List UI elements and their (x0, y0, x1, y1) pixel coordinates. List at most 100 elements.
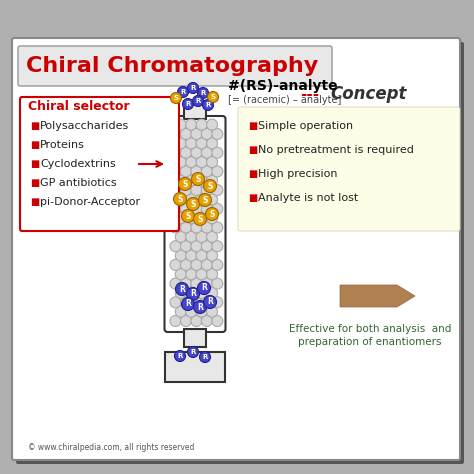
Text: S: S (207, 182, 213, 191)
FancyBboxPatch shape (12, 38, 460, 460)
Circle shape (191, 316, 202, 327)
Text: S: S (195, 174, 201, 183)
Circle shape (207, 213, 218, 224)
Circle shape (207, 138, 218, 149)
Circle shape (181, 184, 191, 196)
Circle shape (196, 156, 207, 167)
Text: R: R (177, 353, 182, 359)
FancyBboxPatch shape (16, 42, 464, 464)
Circle shape (170, 316, 181, 327)
Text: R: R (202, 354, 208, 360)
Text: Effective for both analysis  and: Effective for both analysis and (289, 324, 451, 334)
Circle shape (188, 82, 199, 93)
Circle shape (201, 241, 212, 252)
Circle shape (212, 222, 223, 233)
Circle shape (199, 193, 211, 207)
Circle shape (191, 128, 202, 139)
Circle shape (181, 166, 191, 177)
Text: R: R (191, 85, 196, 91)
Circle shape (206, 208, 219, 220)
Circle shape (212, 259, 223, 270)
Text: R: R (197, 302, 203, 311)
Text: ■: ■ (248, 169, 257, 179)
Circle shape (191, 259, 202, 270)
FancyBboxPatch shape (18, 46, 332, 86)
Circle shape (181, 147, 191, 158)
Circle shape (201, 184, 212, 196)
Text: Proteins: Proteins (40, 140, 85, 150)
Text: S: S (185, 211, 191, 220)
Circle shape (207, 119, 218, 130)
Circle shape (186, 213, 197, 224)
Text: R: R (185, 300, 191, 309)
Circle shape (196, 306, 207, 317)
Text: ---: --- (300, 86, 319, 101)
Text: S: S (191, 200, 196, 209)
Circle shape (181, 278, 191, 289)
Bar (165, 352, 225, 382)
Circle shape (182, 99, 193, 109)
Circle shape (181, 316, 191, 327)
Circle shape (196, 194, 207, 205)
Bar (184, 101, 206, 119)
Circle shape (170, 128, 181, 139)
Circle shape (212, 203, 223, 214)
Text: ■: ■ (30, 178, 39, 188)
Circle shape (186, 198, 200, 210)
Circle shape (186, 287, 197, 299)
Text: ■: ■ (30, 140, 39, 150)
Text: R: R (190, 290, 196, 299)
Text: R: R (195, 98, 201, 104)
Text: ■: ■ (248, 121, 257, 131)
Circle shape (181, 128, 191, 139)
Text: Simple operation: Simple operation (258, 121, 353, 131)
Circle shape (188, 346, 199, 357)
Circle shape (170, 259, 181, 270)
Text: R: R (185, 101, 191, 107)
Circle shape (193, 301, 207, 313)
Circle shape (175, 269, 186, 280)
Text: ■: ■ (30, 159, 39, 169)
Text: Polysaccharides: Polysaccharides (40, 121, 129, 131)
Circle shape (170, 278, 181, 289)
Text: S: S (202, 195, 208, 204)
Circle shape (191, 278, 202, 289)
Circle shape (212, 166, 223, 177)
Circle shape (196, 231, 207, 242)
Circle shape (196, 119, 207, 130)
Text: © www.chiralpedia.com, all rights reserved: © www.chiralpedia.com, all rights reserv… (28, 444, 194, 453)
Text: [= (racemic) – analyte]: [= (racemic) – analyte] (228, 95, 341, 105)
Circle shape (202, 100, 213, 110)
Circle shape (186, 138, 197, 149)
Circle shape (191, 184, 202, 196)
Circle shape (181, 297, 191, 308)
Circle shape (175, 175, 186, 186)
Text: R: R (201, 90, 206, 96)
Circle shape (174, 350, 185, 362)
Circle shape (201, 222, 212, 233)
Circle shape (170, 297, 181, 308)
Circle shape (186, 194, 197, 205)
Text: ■: ■ (30, 121, 39, 131)
Circle shape (207, 306, 218, 317)
Text: #(RS)-analyte: #(RS)-analyte (228, 79, 337, 93)
Circle shape (179, 177, 191, 191)
Text: Cyclodextrins: Cyclodextrins (40, 159, 116, 169)
Circle shape (208, 91, 219, 102)
Circle shape (193, 212, 207, 226)
Circle shape (201, 128, 212, 139)
Circle shape (198, 282, 210, 294)
Text: No pretreatment is required: No pretreatment is required (258, 145, 414, 155)
Text: R: R (179, 284, 185, 293)
Circle shape (212, 147, 223, 158)
Text: GP antibiotics: GP antibiotics (40, 178, 117, 188)
Circle shape (207, 194, 218, 205)
Circle shape (201, 316, 212, 327)
Text: ■: ■ (248, 145, 257, 155)
Circle shape (186, 269, 197, 280)
Circle shape (203, 295, 217, 309)
Text: S: S (177, 194, 182, 203)
Circle shape (181, 203, 191, 214)
Text: ■: ■ (248, 193, 257, 203)
Text: S: S (210, 210, 215, 219)
